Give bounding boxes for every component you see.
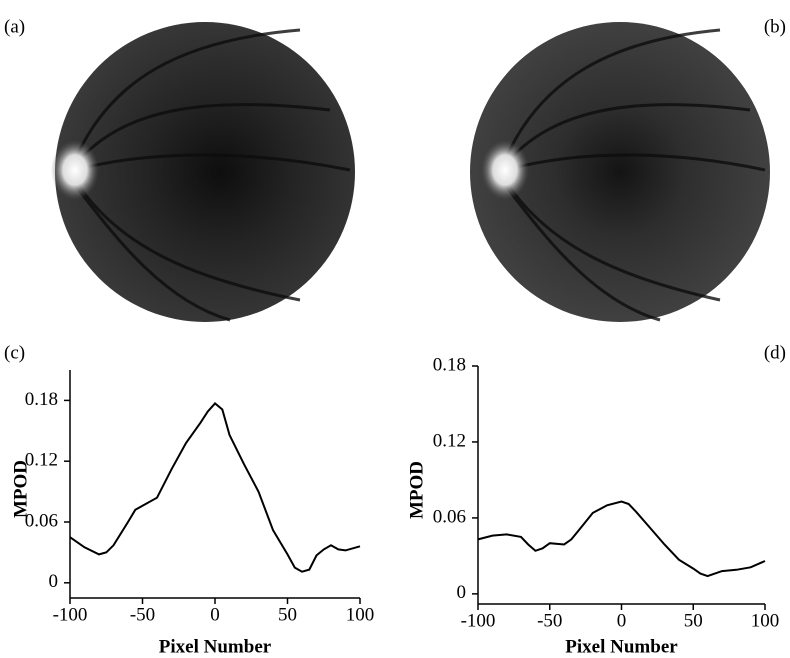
x-tick-label: -100 [53, 604, 88, 625]
y-tick-label: 0.06 [433, 506, 466, 527]
x-tick-label: 50 [684, 610, 703, 631]
fundus-image-a [51, 22, 355, 322]
y-axis-label: MPOD [406, 461, 427, 519]
data-line [69, 402, 361, 573]
x-tick-label: 100 [751, 610, 780, 631]
y-tick-label: 0.06 [25, 510, 58, 531]
y-tick-label: 0.18 [433, 354, 466, 375]
fundus-image-b [470, 22, 770, 322]
x-axis-label: Pixel Number [159, 636, 272, 657]
x-tick-label: -50 [537, 610, 562, 631]
x-tick-label: 50 [278, 604, 297, 625]
x-tick-label: 100 [346, 604, 375, 625]
data-line [477, 500, 766, 578]
y-tick-label: 0 [49, 571, 59, 592]
panel-label: (b) [764, 16, 786, 37]
panel-label: (c) [4, 342, 25, 363]
x-tick-label: 0 [617, 610, 627, 631]
panel-label: (a) [4, 16, 25, 37]
y-axis-label: MPOD [10, 460, 31, 518]
x-axis-label: Pixel Number [565, 636, 678, 657]
y-tick-label: 0.18 [25, 389, 58, 410]
y-tick-label: 0.12 [25, 450, 58, 471]
y-tick-label: 0 [457, 582, 467, 603]
x-tick-label: -100 [461, 610, 496, 631]
panel-label: (d) [764, 342, 786, 363]
x-tick-label: 0 [210, 604, 220, 625]
y-tick-label: 0.12 [433, 430, 466, 451]
x-tick-label: -50 [130, 604, 155, 625]
